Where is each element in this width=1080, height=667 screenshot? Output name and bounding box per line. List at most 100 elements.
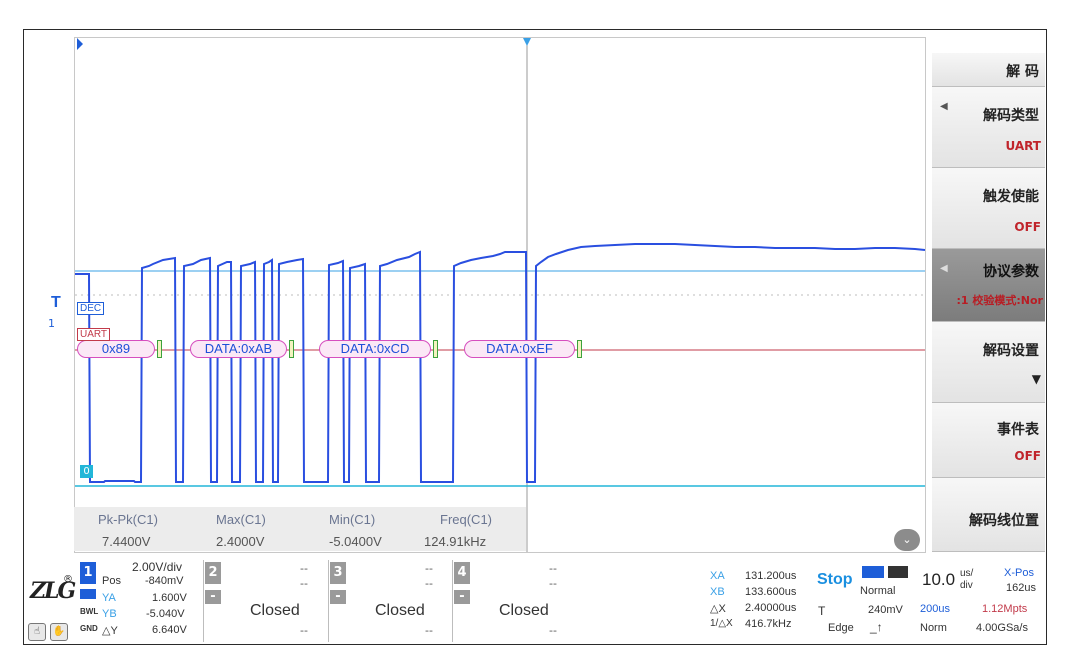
meas-label-pkpk: Pk-Pk(C1) xyxy=(98,512,158,527)
acquire-icon xyxy=(862,566,884,578)
menu-item-title: 解码线位置 xyxy=(969,513,1039,529)
trigger-level-label: 1 xyxy=(48,317,55,330)
ch4-panel[interactable]: 4 -- -- - Closed -- xyxy=(452,560,571,642)
record-length: 1.12Mpts xyxy=(982,603,1028,615)
menu-item-decode-line-position[interactable]: 解码线位置 xyxy=(932,478,1045,552)
ch4-coupling-icon: - xyxy=(454,590,470,604)
cursor-dx-label: △X xyxy=(710,603,726,615)
menu-item-value: OFF xyxy=(1014,449,1041,463)
ch1-dy-value: 6.640V xyxy=(152,624,187,636)
ch3-coupling-icon: - xyxy=(330,590,346,604)
menu-item-title: 解码设置 xyxy=(983,343,1039,359)
cursor-xa-value: 131.200us xyxy=(745,570,797,582)
ch1-pos-value: -840mV xyxy=(145,575,184,587)
chevron-left-icon: ◀ xyxy=(940,263,948,274)
uart-tag[interactable]: UART xyxy=(77,328,111,341)
ch3-scale-placeholder: -- xyxy=(425,562,433,575)
decode-frame[interactable]: DATA:0xEF xyxy=(464,340,575,358)
ch2-coupling-icon: - xyxy=(205,590,221,604)
trigger-source-label: T xyxy=(818,604,826,618)
trigger-position-marker xyxy=(523,38,531,46)
cursor-inv-value: 416.7kHz xyxy=(745,618,792,630)
ch4-closed-label: Closed xyxy=(499,602,549,619)
meas-value-max: 2.4000V xyxy=(216,534,265,549)
timebase-unit-top: us/ xyxy=(960,568,974,579)
decode-menu: 解 码 ◀ 解码类型 UART 触发使能 OFF ◀ 协议参数 :1 校验模式:… xyxy=(932,53,1045,552)
ch1-number[interactable]: 1 xyxy=(80,562,96,584)
ch4-scale-placeholder: -- xyxy=(549,562,557,575)
meas-value-pkpk: 7.4400V xyxy=(102,534,151,549)
ch1-ya-label: YA xyxy=(102,592,116,604)
ch1-pos-label: Pos xyxy=(102,575,121,587)
zlg-logo: ZLG xyxy=(30,578,76,604)
cursor-xb-label: XB xyxy=(710,586,725,598)
registered-icon: ® xyxy=(63,574,73,585)
ch1-coupling-icon xyxy=(80,589,96,599)
menu-item-value: :1 校验模式:Nor xyxy=(956,294,1043,307)
ch3-panel[interactable]: 3 -- -- - Closed -- xyxy=(328,560,447,642)
decode-frame[interactable]: DATA:0xCD xyxy=(319,340,431,358)
timebase-unit-bottom: div xyxy=(960,580,973,591)
menu-item-title: 触发使能 xyxy=(983,189,1039,205)
menu-item-title: 事件表 xyxy=(997,422,1039,438)
ch1-signal-trace xyxy=(75,243,925,483)
ch1-yb-label: YB xyxy=(102,608,117,620)
measurement-panel: Pk-Pk(C1) Max(C1) Min(C1) Freq(C1) 7.440… xyxy=(74,507,526,551)
ch2-panel[interactable]: 2 -- -- - Closed -- xyxy=(203,560,322,642)
rising-edge-icon: _↑ xyxy=(870,620,883,634)
menu-item-value: UART xyxy=(1005,139,1041,153)
menu-item-decode-type[interactable]: ◀ 解码类型 UART xyxy=(932,87,1045,168)
ch4-pos-placeholder: -- xyxy=(549,577,557,590)
ch1-ground-icon: GND xyxy=(80,624,98,633)
meas-label-max: Max(C1) xyxy=(216,512,266,527)
timebase-value[interactable]: 10.0 xyxy=(922,570,956,589)
waveform-display[interactable]: 0x89 DATA:0xAB DATA:0xCD DATA:0xEF xyxy=(74,37,926,553)
ch3-number: 3 xyxy=(330,562,346,584)
meas-label-min: Min(C1) xyxy=(329,512,376,527)
ch2-dy-placeholder: -- xyxy=(300,624,308,637)
ch4-dy-placeholder: -- xyxy=(549,624,557,637)
dec-tag[interactable]: DEC xyxy=(77,302,105,315)
menu-item-decode-settings[interactable]: 解码设置 ▼ xyxy=(932,322,1045,403)
ch4-number: 4 xyxy=(454,562,470,584)
ch3-dy-placeholder: -- xyxy=(425,624,433,637)
decode-frame[interactable]: 0x89 xyxy=(77,340,155,358)
memory-icon xyxy=(888,566,908,578)
meas-value-min: -5.0400V xyxy=(329,534,382,549)
xpos-value: 162us xyxy=(1006,582,1036,594)
ch1-dy-label: △Y xyxy=(102,625,118,637)
trigger-mode[interactable]: Normal xyxy=(860,585,896,597)
cursor-dx-value: 2.40000us xyxy=(745,602,797,614)
ch3-pos-placeholder: -- xyxy=(425,577,433,590)
gesture-icon[interactable]: ✋ xyxy=(50,623,68,641)
menu-item-protocol-params[interactable]: ◀ 协议参数 :1 校验模式:Nor xyxy=(932,249,1045,322)
ch2-pos-placeholder: -- xyxy=(300,577,308,590)
stop-bit-marker xyxy=(289,340,294,358)
trigger-level: 240mV xyxy=(868,604,903,616)
ch2-scale-placeholder: -- xyxy=(300,562,308,575)
meas-label-freq: Freq(C1) xyxy=(440,512,493,527)
decode-frame[interactable]: DATA:0xAB xyxy=(190,340,287,358)
run-stop-status[interactable]: Stop xyxy=(817,571,853,588)
cursor-xa-label: XA xyxy=(710,570,725,582)
cursor-xb-value: 133.600us xyxy=(745,586,797,598)
left-scroll-marker xyxy=(77,38,83,50)
touch-icon[interactable]: ☝ xyxy=(28,623,46,641)
ch1-bandwidth-icon: BWL xyxy=(80,607,99,616)
chevron-left-icon: ◀ xyxy=(940,101,948,112)
trigger-type[interactable]: Edge xyxy=(828,622,854,634)
menu-title-text: 解 码 xyxy=(1006,64,1039,80)
menu-item-trigger-enable[interactable]: 触发使能 OFF xyxy=(932,168,1045,249)
ch2-number: 2 xyxy=(205,562,221,584)
waveform-svg xyxy=(75,38,925,552)
memory-depth: 200us xyxy=(920,603,950,615)
menu-scroll-down-icon[interactable]: ⌄ xyxy=(894,529,920,551)
stop-bit-marker xyxy=(157,340,162,358)
ch1-ground-marker[interactable]: 0 xyxy=(80,465,93,478)
menu-item-event-table[interactable]: 事件表 OFF xyxy=(932,403,1045,478)
ch1-scale: 2.00V/div xyxy=(132,560,183,574)
xpos-label: X-Pos xyxy=(1004,567,1034,579)
menu-item-title: 协议参数 xyxy=(983,264,1039,280)
sample-rate: 4.00GSa/s xyxy=(976,622,1028,634)
stop-bit-marker xyxy=(433,340,438,358)
